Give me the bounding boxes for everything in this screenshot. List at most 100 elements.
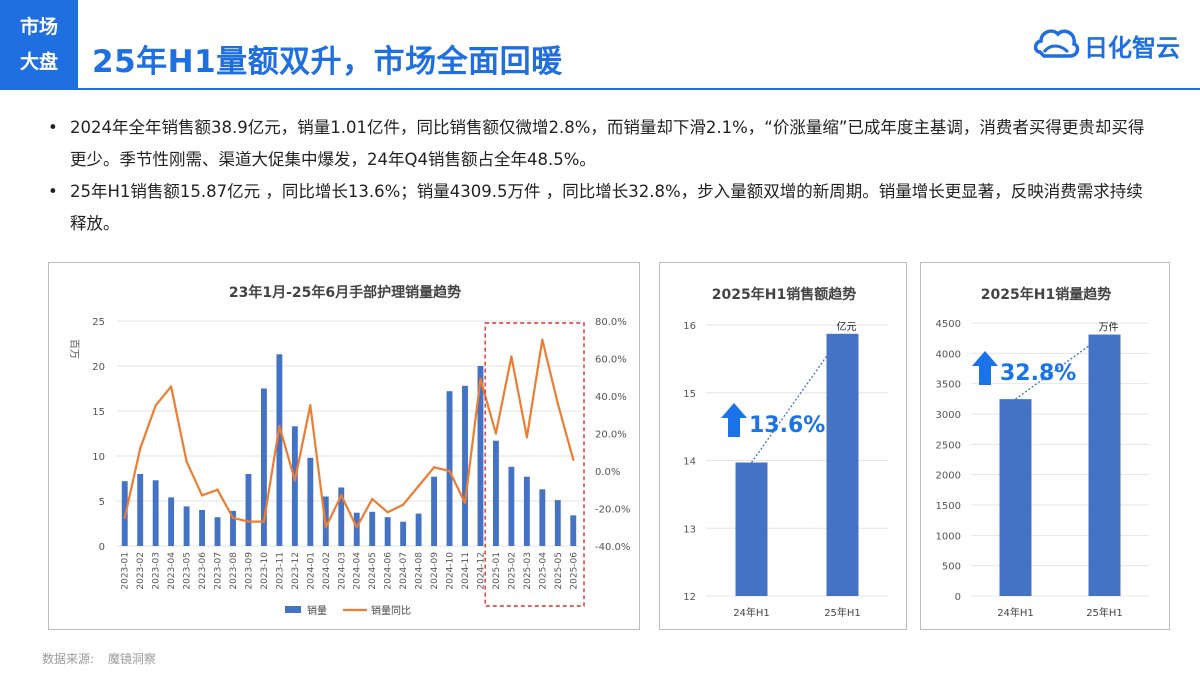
line-point-yoy	[417, 484, 420, 488]
bullet-item: • 2024年全年销售额38.9亿元，销量1.01亿件，同比销售额仅微增2.8%…	[46, 112, 1156, 176]
line-yoy-growth	[123, 338, 575, 529]
line-point-yoy	[448, 469, 451, 473]
bar-sales-volume	[446, 391, 453, 546]
y2-tick-label: 0.0%	[595, 467, 620, 478]
y-tick-label: 16	[683, 321, 696, 332]
bar-sales-volume	[415, 513, 422, 546]
y-tick-label: 13	[683, 524, 696, 535]
bar-sales-volume	[214, 517, 221, 546]
bar-sales-volume	[183, 506, 190, 546]
y-tick-label: 14	[683, 457, 696, 468]
x-tick-label: 2023-01	[121, 552, 131, 590]
line-point-yoy	[340, 494, 343, 497]
bar-h1	[735, 462, 768, 596]
bar-sales-volume	[539, 489, 546, 546]
y-tick-label: 2500	[936, 440, 961, 451]
x-tick-label: 2024-11	[461, 552, 471, 590]
line-point-yoy	[479, 377, 482, 381]
bar-sales-volume	[276, 354, 283, 546]
bar-sales-volume	[369, 511, 376, 546]
section-tag-line1: 市场	[19, 16, 58, 38]
line-point-yoy	[262, 520, 266, 523]
bullet-dot-icon: •	[48, 118, 58, 137]
x-tick-label: 2025-02	[507, 552, 517, 590]
line-point-yoy	[541, 338, 544, 341]
brand-name: 日化智云	[1084, 34, 1180, 62]
x-tick-label: 24年H1	[733, 606, 770, 619]
legend-label-sales-volume: 销量	[307, 604, 327, 617]
unit-label: 万件	[1099, 322, 1119, 334]
page-title: 25年H1量额双升，市场全面回暖	[92, 44, 563, 80]
chart-title: 23年1月-25年6月手部护理销量趋势	[229, 284, 461, 301]
y-tick-label: 3500	[936, 380, 961, 391]
x-tick-label: 2024-10	[446, 552, 456, 590]
line-point-yoy	[247, 520, 250, 523]
bar-sales-volume	[168, 497, 175, 546]
source-value: 魔镜洞察	[107, 652, 156, 666]
bar-sales-volume	[152, 480, 159, 546]
header-divider	[78, 88, 1200, 90]
x-tick-label: 2024-02	[322, 552, 332, 590]
bar-sales-volume	[477, 366, 484, 546]
bar-sales-volume	[307, 457, 314, 546]
line-point-yoy	[386, 511, 389, 514]
x-tick-label: 2025-04	[538, 552, 548, 590]
bar-sales-volume	[492, 440, 499, 546]
highlight-box-2025	[484, 322, 585, 607]
y-axis-label: 百万	[68, 339, 80, 359]
source-label: 数据来源:	[42, 652, 95, 666]
bar-sales-volume	[291, 426, 298, 546]
x-tick-label: 2024-07	[399, 552, 409, 590]
header: 市场 大盘 25年H1量额双升，市场全面回暖 日化智云	[0, 0, 1200, 90]
arrow-up-icon	[721, 403, 747, 437]
x-tick-label: 2024-04	[353, 552, 363, 590]
unit-label: 亿元	[837, 320, 857, 333]
y-tick-label: 25	[92, 317, 105, 328]
data-source: 数据来源: 魔镜洞察	[42, 650, 166, 667]
bar-sales-volume	[137, 474, 144, 546]
legend-label-yoy: 销量同比	[371, 604, 411, 617]
h1-revenue-chart: 2025年H1销售额趋势 12 13 14 15 16 24年H1 25年H1 亿元 13.6%	[683, 286, 888, 619]
line-point-yoy	[371, 497, 374, 501]
y-tick-label: 15	[92, 407, 105, 418]
y2-tick-label: 40.0%	[595, 392, 627, 403]
line-point-yoy	[510, 355, 513, 358]
y2-tick-label: 80.0%	[595, 317, 627, 328]
bar-sales-volume	[554, 500, 561, 546]
y2-tick-label: -20.0%	[595, 505, 630, 516]
h1-volume-chart-panel: 2025年H1销量趋势 0 500 1000 1500 2000 2500 3000 3500 4…	[920, 262, 1170, 630]
x-tick-label: 2025-01	[492, 552, 502, 590]
bar-sales-volume	[570, 515, 577, 546]
line-point-yoy	[231, 516, 235, 520]
x-tick-label: 2025-06	[569, 552, 579, 590]
x-tick-label: 25年H1	[824, 606, 861, 619]
bar-sales-volume	[508, 466, 515, 546]
y-tick-label: 1500	[936, 501, 961, 512]
x-tick-label: 2023-11	[275, 552, 285, 590]
cloud-logo-icon	[1033, 29, 1080, 58]
x-tick-label: 25年H1	[1086, 606, 1123, 619]
x-tick-label: 2024-08	[415, 552, 425, 590]
brand-logo: 日化智云	[1032, 22, 1182, 66]
chart-title: 2025年H1销量趋势	[981, 286, 1111, 303]
y-tick-label: 0	[955, 592, 961, 603]
x-tick-label: 2023-02	[136, 552, 146, 590]
growth-annotation: 13.6%	[749, 413, 825, 438]
x-tick-label: 2023-05	[183, 552, 193, 590]
x-tick-label: 2023-08	[229, 552, 239, 590]
x-tick-label: 2023-03	[152, 552, 162, 590]
y-tick-label: 5	[99, 497, 105, 508]
bullet-text: 2024年全年销售额38.9亿元，销量1.01亿件，同比销售额仅微增2.8%，而…	[70, 118, 1145, 169]
y2-tick-label: 60.0%	[595, 355, 627, 366]
chart-title: 2025年H1销售额趋势	[712, 286, 856, 303]
bar-h1	[999, 399, 1032, 596]
bar-sales-volume	[353, 512, 360, 546]
line-point-yoy	[494, 432, 498, 435]
monthly-sales-chart-panel: 23年1月-25年6月手部护理销量趋势 百万 0 5 10 15 20 25 -40.0% -20…	[48, 262, 640, 630]
bullet-text: 25年H1销售额15.87亿元 ，同比增长13.6%；销量4309.5万件 ，同…	[70, 182, 1143, 233]
line-point-yoy	[401, 503, 405, 506]
line-point-yoy	[525, 436, 529, 439]
line-point-yoy	[432, 466, 436, 469]
x-tick-label: 2023-06	[198, 552, 208, 590]
